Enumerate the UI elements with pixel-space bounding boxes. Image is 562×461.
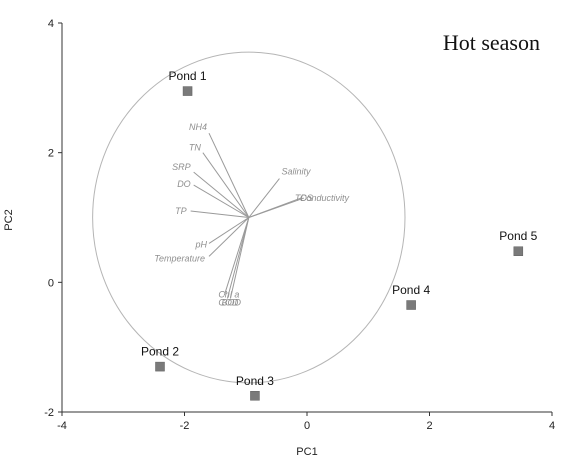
x-tick-label: 0 — [304, 420, 310, 432]
pond-label: Pond 4 — [392, 283, 430, 297]
loading-vector — [248, 178, 280, 218]
x-axis-title: PC1 — [296, 446, 317, 458]
y-tick-label: 4 — [48, 18, 54, 30]
x-tick-label: 4 — [549, 420, 555, 432]
pond-label: Pond 1 — [169, 69, 207, 83]
loading-vectors-group: NH4TNSRPDOTPpHTemperatureSalinityTDSCond… — [154, 122, 349, 307]
y-axis-title: PC2 — [3, 209, 15, 230]
pond-marker — [513, 246, 524, 256]
variable-label: BOD — [221, 298, 241, 308]
variable-label: Salinity — [281, 167, 311, 177]
x-tick-label: -4 — [57, 420, 67, 432]
pond-label: Pond 5 — [499, 229, 537, 243]
x-tick-label: -2 — [180, 420, 190, 432]
pond-marker — [155, 361, 165, 372]
variable-label: NH4 — [189, 122, 207, 132]
loading-vector — [208, 133, 250, 218]
loading-vector — [248, 197, 305, 218]
variable-label: Conductivity — [300, 193, 350, 203]
correlation-circle — [92, 51, 406, 384]
y-tick-label: -2 — [44, 407, 54, 419]
variable-label: Temperature — [154, 253, 205, 263]
y-tick-label: 2 — [48, 148, 54, 160]
loading-vector — [202, 152, 250, 218]
variable-label: pH — [194, 239, 207, 249]
loading-vector — [193, 184, 250, 218]
variable-label: COD — [218, 298, 239, 308]
chart-title: Hot season — [443, 30, 540, 55]
correlation-circle-group — [92, 51, 406, 384]
variable-label: DO — [177, 179, 191, 189]
loading-vector — [208, 217, 250, 257]
x-tick-label: 2 — [426, 420, 432, 432]
pond-label: Pond 3 — [236, 374, 274, 388]
variable-label: TN — [189, 143, 201, 153]
pond-marker — [182, 86, 193, 96]
pond-points-group: Pond 1 Pond 2 Pond 3 Pond 4 Pond 5 — [141, 69, 538, 401]
loading-vector — [223, 217, 250, 296]
loading-vector — [190, 210, 249, 218]
variable-label: TP — [175, 206, 187, 216]
loading-vector — [229, 217, 250, 299]
pond-marker — [406, 300, 416, 310]
y-tick-label: 0 — [48, 277, 54, 289]
pond-label: Pond 2 — [141, 345, 179, 359]
variable-label: SRP — [172, 162, 191, 172]
loading-vector — [193, 171, 250, 218]
pond-marker — [250, 391, 260, 401]
loading-vector — [208, 217, 250, 244]
